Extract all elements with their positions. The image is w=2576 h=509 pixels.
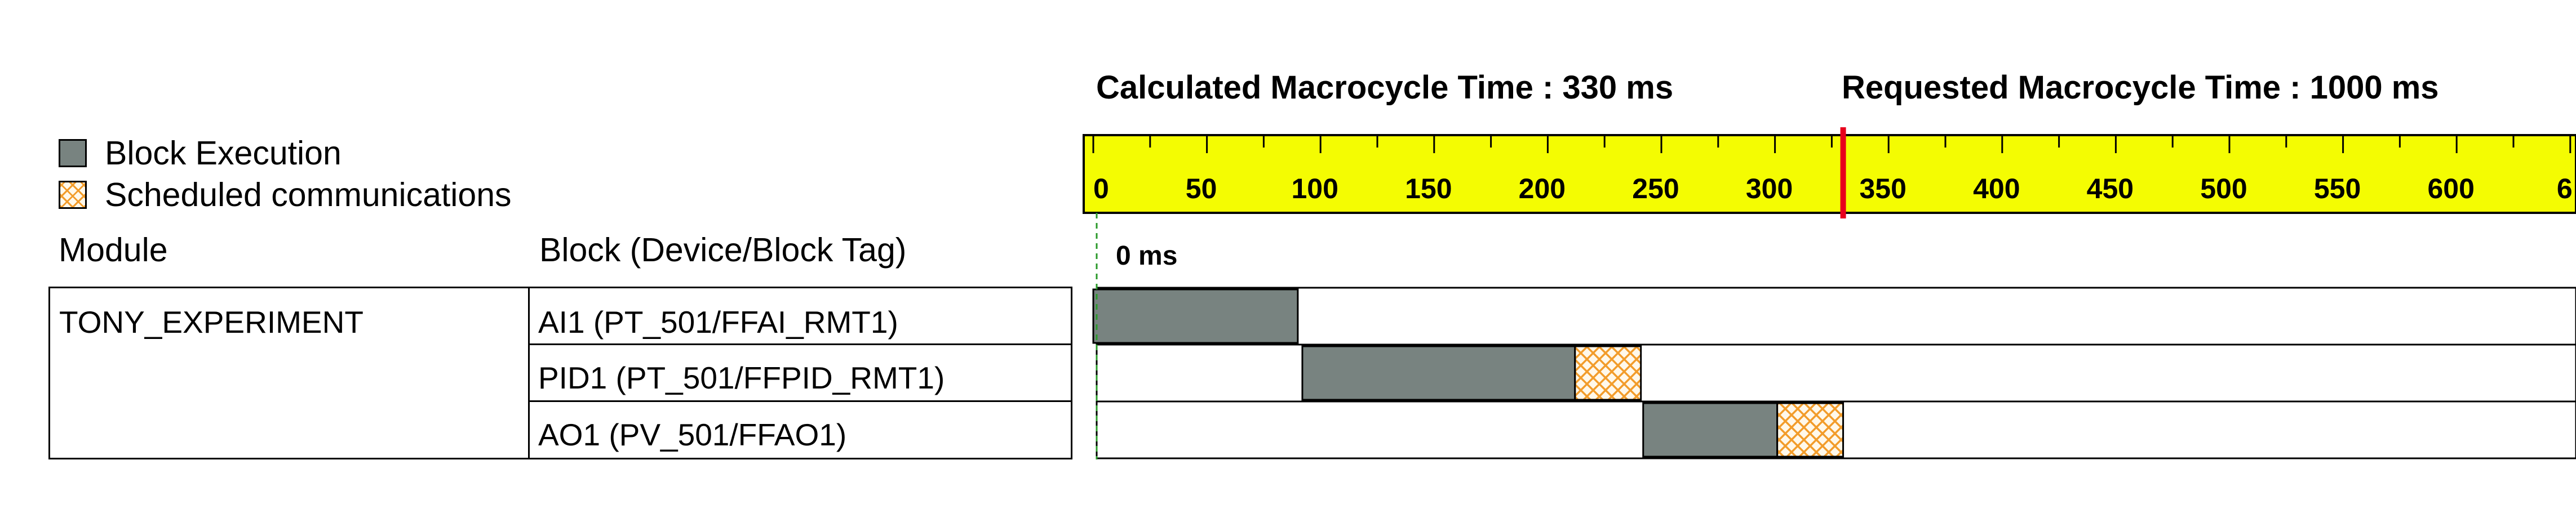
ruler-tick-label: 50 — [1186, 173, 1217, 204]
ruler-tick-label: 150 — [1405, 173, 1452, 204]
scheduled-communication-bar — [1776, 402, 1845, 458]
ruler-tick-label: 600 — [2427, 173, 2474, 204]
ruler-tick-label: 200 — [1519, 173, 1566, 204]
module-column-header: Module — [59, 231, 168, 269]
block-execution-bar — [1092, 288, 1299, 344]
execution-swatch-icon — [59, 139, 87, 167]
ruler-tick-label: 450 — [2087, 173, 2134, 204]
ruler-tick-label: 6 — [2557, 173, 2573, 204]
ruler-tick-label: 0 — [1093, 173, 1109, 204]
communication-swatch-icon — [59, 181, 87, 209]
schedule-row-lane — [1096, 287, 2576, 346]
calculated-macrocycle-time: Calculated Macrocycle Time : 330 ms — [1096, 69, 1674, 106]
ruler-tick-label: 250 — [1632, 173, 1679, 204]
block-row-ai1[interactable]: AI1 (PT_501/FFAI_RMT1) — [538, 305, 898, 340]
legend-scheduled-communications: Scheduled communications — [59, 176, 512, 214]
block-execution-bar — [1301, 345, 1576, 401]
block-column-header: Block (Device/Block Tag) — [539, 231, 907, 269]
ruler-tick-label: 550 — [2314, 173, 2361, 204]
ruler-tick-label: 400 — [1973, 173, 2020, 204]
legend-block-execution: Block Execution — [59, 134, 342, 172]
legend-execution-label: Block Execution — [105, 135, 342, 172]
table-row-divider — [528, 343, 1072, 345]
table-column-divider — [528, 288, 530, 458]
time-ruler — [1083, 134, 2576, 214]
ruler-tick-label: 500 — [2200, 173, 2247, 204]
table-row-divider — [528, 400, 1072, 402]
block-row-pid1[interactable]: PID1 (PT_501/FFPID_RMT1) — [538, 360, 945, 395]
block-row-ao1[interactable]: AO1 (PV_501/FFAO1) — [538, 417, 847, 452]
timeline-start-label: 0 ms — [1116, 241, 1177, 271]
requested-macrocycle-time: Requested Macrocycle Time : 1000 ms — [1842, 69, 2439, 106]
block-execution-bar — [1642, 402, 1779, 458]
module-name[interactable]: TONY_EXPERIMENT — [59, 305, 363, 340]
ruler-tick-label: 350 — [1859, 173, 1906, 204]
block-table: TONY_EXPERIMENT AI1 (PT_501/FFAI_RMT1) P… — [48, 287, 1072, 459]
scheduled-communication-bar — [1574, 345, 1642, 401]
ruler-tick-label: 300 — [1746, 173, 1793, 204]
ruler-tick-label: 100 — [1291, 173, 1338, 204]
legend-communication-label: Scheduled communications — [105, 176, 512, 213]
